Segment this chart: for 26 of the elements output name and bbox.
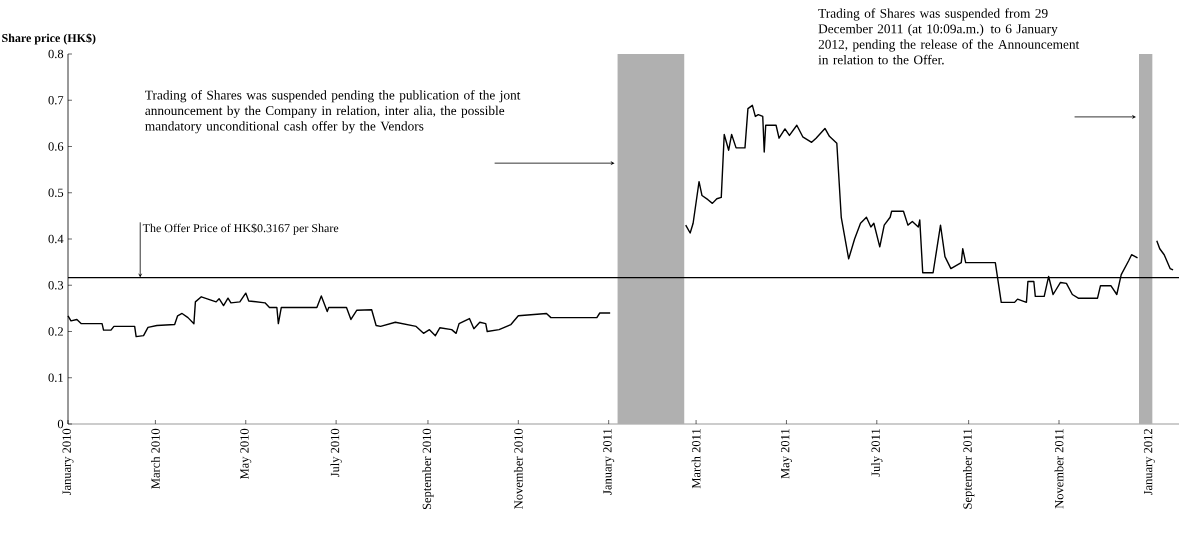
x-tick-label: May 2011 (780, 429, 792, 479)
y-tick-label: 0.4 (48, 234, 64, 244)
x-tick-label: September 2011 (962, 429, 975, 509)
x-tick-label: January 2011 (603, 429, 615, 495)
annotation: Trading of Shares was suspended pending the publication of the jont announcement by the Company in relation, inter alia, the possible mandatory unconditional cash offer by the Vendors (145, 90, 521, 134)
y-tick-label: 0.6 (48, 142, 64, 151)
x-tick-label: May 2010 (240, 428, 252, 480)
x-tick-label: January 2010 (62, 428, 74, 496)
annotation: Trading of Shares was suspended from 29 December 2011 (at 10:09a.m.) to 6 January 2012, pending the release of the Announcement in relation to the Offer. (818, 8, 1080, 65)
y-axis-title: Share price (HK$) (2, 33, 96, 45)
x-tick-label: November 2011 (1054, 429, 1064, 509)
y-tick-label: 0 (57, 419, 64, 429)
x-tick-label: September 2010 (422, 428, 434, 510)
x-tick-label: July 2011 (871, 429, 883, 477)
x-tick-label: July 2010 (330, 428, 342, 478)
y-tick-label: 0.2 (48, 327, 63, 336)
y-tick-label: 0.5 (48, 188, 64, 197)
x-tick-label: March 2011 (691, 429, 701, 489)
x-tick-label: January 2012 (1143, 429, 1155, 496)
x-tick-label: November 2010 (513, 428, 523, 509)
y-tick-label: 0.3 (48, 281, 64, 290)
ref-line-label: The Offer Price of HK$0.3167 per Share (142, 223, 339, 235)
x-tick-label: March 2010 (151, 428, 160, 489)
y-tick-label: 0.1 (48, 373, 63, 382)
y-tick-label: 0.7 (48, 96, 64, 105)
y-tick-label: 0.8 (48, 49, 64, 59)
